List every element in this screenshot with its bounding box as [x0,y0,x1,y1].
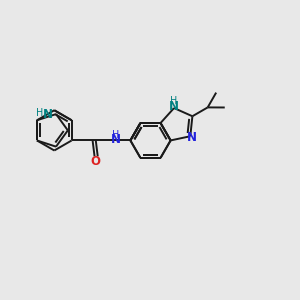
Text: N: N [42,108,52,121]
Text: H: H [170,96,178,106]
Text: N: N [169,100,179,113]
Text: H: H [36,108,43,118]
Text: N: N [187,131,196,144]
Text: N: N [111,134,121,146]
Text: O: O [91,155,101,168]
Text: H: H [112,130,119,140]
